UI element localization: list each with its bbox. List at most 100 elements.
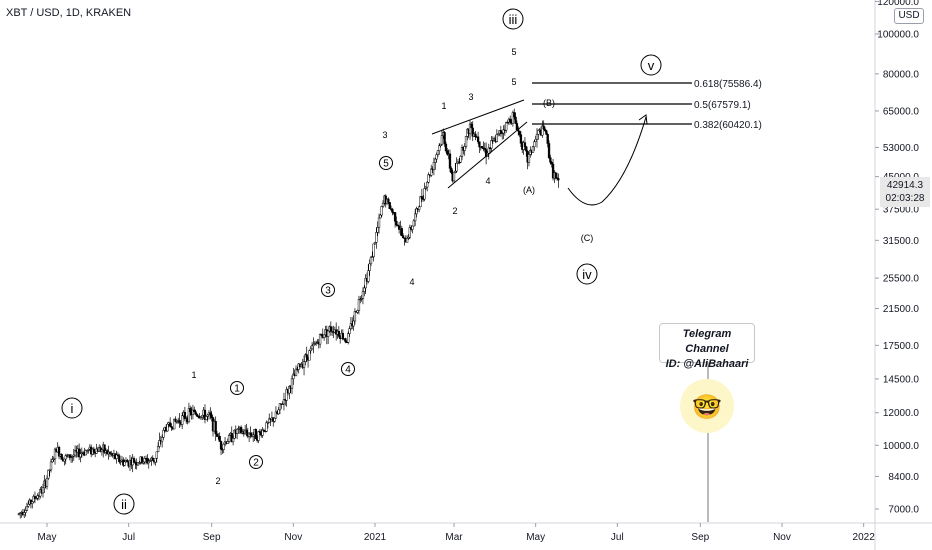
candle xyxy=(305,346,308,363)
candle xyxy=(426,181,429,192)
candle xyxy=(169,417,172,427)
wave-label-text: 5 xyxy=(511,47,516,57)
candle xyxy=(195,412,199,417)
candle xyxy=(53,447,57,465)
wave-label-circled[interactable]: iv xyxy=(576,263,598,285)
wave-label-circled[interactable]: i xyxy=(61,397,83,419)
candle xyxy=(523,137,527,151)
candle xyxy=(363,285,366,297)
candle xyxy=(420,188,424,202)
wave-label-circled[interactable]: 4 xyxy=(341,362,355,376)
candle xyxy=(227,433,231,444)
candle xyxy=(367,264,370,284)
projection-arrow[interactable] xyxy=(567,116,647,206)
candle xyxy=(174,416,177,423)
wedge-upper-line[interactable] xyxy=(431,99,525,135)
x-tick-label: Jul xyxy=(611,532,624,543)
wave-label[interactable]: 3 xyxy=(382,130,387,140)
currency-badge[interactable]: USD xyxy=(894,8,924,24)
candle xyxy=(222,442,225,454)
wave-label[interactable]: 5 xyxy=(511,47,516,57)
wave-label[interactable]: (A) xyxy=(523,185,535,195)
wave-label-circled[interactable]: 5 xyxy=(379,156,393,170)
candle xyxy=(158,432,161,449)
candle xyxy=(430,164,433,177)
candle xyxy=(518,130,521,138)
candle xyxy=(495,129,498,143)
wave-label-text: 1 xyxy=(234,384,240,395)
wave-label-text: 2 xyxy=(215,476,220,486)
candle xyxy=(360,295,363,302)
candle xyxy=(476,131,480,145)
candle xyxy=(497,133,500,137)
wave-label[interactable]: 1 xyxy=(191,370,196,380)
wave-label-circled[interactable]: 3 xyxy=(321,283,335,297)
candle xyxy=(79,448,82,463)
candle xyxy=(206,413,209,422)
candle xyxy=(219,440,223,456)
wave-label-circled[interactable]: 2 xyxy=(249,455,263,469)
candle xyxy=(357,295,361,315)
y-tick-label: 12000.0 xyxy=(883,408,920,419)
y-tick-label: 65000.0 xyxy=(883,106,920,117)
wave-label-circled[interactable]: 1 xyxy=(230,381,244,395)
candle xyxy=(463,143,466,156)
wave-label-text: ii xyxy=(121,497,127,512)
wave-label-text: 4 xyxy=(345,365,351,376)
candle xyxy=(501,132,504,140)
wave-label[interactable]: 5 xyxy=(511,77,516,87)
candle xyxy=(23,508,26,519)
candle xyxy=(393,212,397,228)
last-price-tag: 42914.3 02:03:28 xyxy=(880,177,930,207)
candle xyxy=(551,159,555,181)
wave-label[interactable]: (B) xyxy=(543,98,555,108)
candle xyxy=(68,454,71,461)
candle xyxy=(210,410,213,422)
candle xyxy=(282,392,286,411)
candle xyxy=(155,451,158,463)
telegram-line-2: ID: @AliBahaari xyxy=(665,358,749,370)
wave-label[interactable]: 2 xyxy=(452,206,457,216)
wedge-lower-line[interactable] xyxy=(447,121,528,189)
wave-label-circled[interactable]: v xyxy=(640,54,662,76)
candle xyxy=(361,287,365,305)
candle xyxy=(424,185,428,191)
candle xyxy=(193,406,196,413)
candle xyxy=(147,458,150,469)
candle xyxy=(285,386,288,407)
candle xyxy=(132,456,136,463)
y-tick-label: 37500.0 xyxy=(883,205,920,216)
wave-label[interactable]: 4 xyxy=(485,176,490,186)
bar-countdown: 02:03:28 xyxy=(885,193,925,204)
candle xyxy=(418,205,421,213)
candle xyxy=(438,142,441,155)
wave-label[interactable]: (C) xyxy=(581,233,594,243)
wave-label[interactable]: 2 xyxy=(215,476,220,486)
candle xyxy=(201,414,204,420)
symbol-title[interactable]: XBT / USD, 1D, KRAKEN xyxy=(6,7,132,19)
drawings-layer: 0.618(75586.4) 0.5(67579.1) 0.382(60420.1) xyxy=(431,79,762,522)
wave-label[interactable]: 4 xyxy=(409,277,414,287)
candle xyxy=(154,458,157,466)
x-tick-label: May xyxy=(526,532,545,543)
wave-label-circled[interactable]: ii xyxy=(113,493,135,515)
candle xyxy=(87,448,90,454)
wave-label[interactable]: 1 xyxy=(441,101,446,111)
fib-level-label: 0.5(67579.1) xyxy=(694,100,751,111)
candle xyxy=(525,145,528,157)
candle xyxy=(434,157,437,170)
candle xyxy=(27,500,30,508)
candle xyxy=(359,296,362,304)
candle xyxy=(187,402,191,424)
y-tick-label: 31500.0 xyxy=(883,236,920,247)
wave-label[interactable]: 3 xyxy=(468,92,473,102)
wave-label-text: 4 xyxy=(485,176,490,186)
candle xyxy=(84,449,87,456)
candle xyxy=(368,259,371,276)
wave-label-circled[interactable]: iii xyxy=(502,8,524,30)
candle xyxy=(490,135,493,153)
candle xyxy=(230,426,233,443)
candle xyxy=(427,172,430,184)
candle xyxy=(502,125,505,140)
